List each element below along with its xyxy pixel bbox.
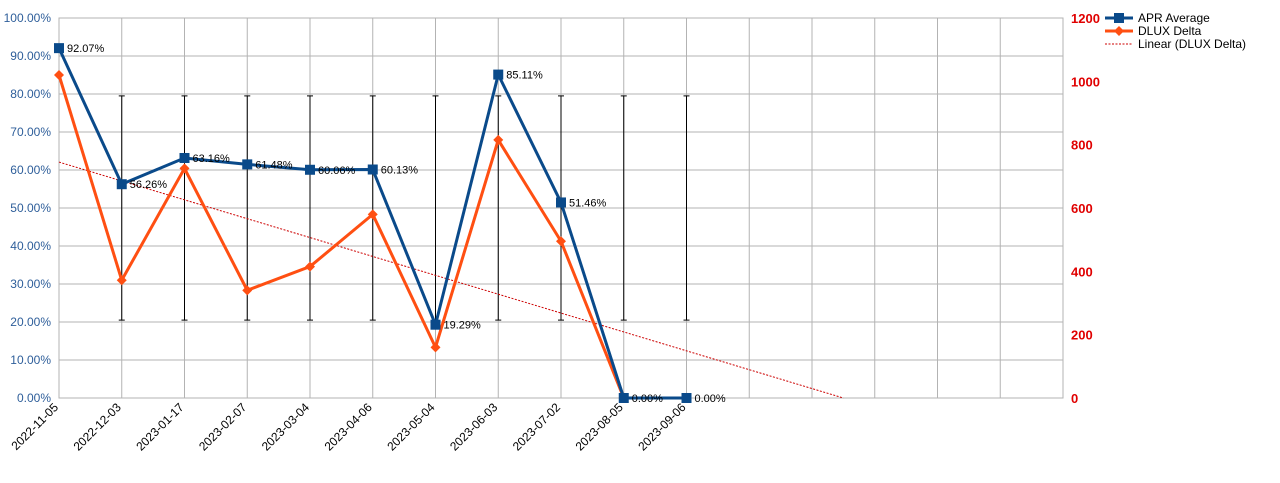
- apr-average-data-label: 60.06%: [318, 165, 356, 177]
- apr-average-data-label: 60.13%: [381, 165, 419, 177]
- legend-label-trendline: Linear (DLUX Delta): [1138, 37, 1246, 51]
- dlux-delta-point: [367, 209, 378, 220]
- dlux-delta-point: [493, 134, 504, 145]
- y-left-tick-label: 0.00%: [17, 391, 51, 405]
- y-left-tick-label: 20.00%: [10, 315, 51, 329]
- y-left-tick-label: 90.00%: [10, 49, 51, 63]
- legend-marker-dlux-delta: [1114, 26, 1124, 36]
- apr-average-data-label: 92.07%: [67, 43, 105, 55]
- x-tick-label: 2022-11-05: [8, 400, 61, 453]
- y-right-tick-label: 200: [1071, 328, 1093, 343]
- y-left-tick-label: 50.00%: [10, 201, 51, 215]
- legend-label-apr-average: APR Average: [1138, 11, 1210, 25]
- apr-average-data-label: 56.26%: [130, 179, 168, 191]
- y-left-tick-label: 100.00%: [4, 11, 52, 25]
- apr-average-point: [681, 393, 692, 403]
- legend-marker-apr-average: [1114, 13, 1124, 23]
- y-right-tick-label: 0: [1071, 391, 1078, 406]
- x-tick-label: 2023-03-04: [259, 400, 313, 454]
- y-left-tick-label: 40.00%: [10, 239, 51, 253]
- y-left-tick-label: 80.00%: [10, 87, 51, 101]
- x-tick-label: 2023-04-06: [322, 400, 376, 454]
- dlux-delta-point: [242, 285, 253, 296]
- x-tick-label: 2023-01-17: [133, 400, 187, 454]
- apr-average-point: [54, 43, 64, 54]
- x-tick-label: 2023-08-05: [573, 400, 627, 454]
- y-left-tick-label: 10.00%: [10, 353, 51, 367]
- x-tick-label: 2022-12-03: [71, 400, 125, 454]
- dlux-delta-point: [179, 163, 190, 174]
- y-left-tick-label: 70.00%: [10, 125, 51, 139]
- y-right-tick-label: 400: [1071, 264, 1093, 279]
- x-tick-label: 2023-05-04: [384, 400, 438, 454]
- apr-average-point: [493, 69, 504, 80]
- x-tick-label: 2023-09-06: [635, 400, 689, 454]
- y-left-tick-label: 30.00%: [10, 277, 51, 291]
- dlux-delta-point: [54, 70, 64, 80]
- apr-average-data-label: 85.11%: [506, 70, 543, 82]
- y-right-tick-label: 1000: [1071, 74, 1100, 89]
- dlux-delta-point: [430, 342, 441, 353]
- legend-label-dlux-delta: DLUX Delta: [1138, 24, 1202, 38]
- apr-average-data-label: 63.16%: [193, 153, 231, 165]
- dlux-delta-point: [556, 236, 566, 247]
- apr-average-point: [556, 197, 566, 208]
- x-tick-label: 2023-06-03: [447, 400, 501, 454]
- apr-average-point: [367, 164, 378, 175]
- apr-average-point: [116, 179, 127, 190]
- dlux-delta-point: [305, 261, 315, 272]
- x-tick-label: 2023-02-07: [196, 400, 250, 454]
- y-left-tick-label: 60.00%: [10, 163, 51, 177]
- apr-average-data-label: 61.48%: [255, 159, 293, 171]
- apr-average-data-label: 19.29%: [444, 320, 482, 332]
- y-right-tick-label: 800: [1071, 138, 1093, 153]
- x-tick-label: 2023-07-02: [510, 400, 564, 454]
- apr-average-data-label: 0.00%: [632, 393, 663, 405]
- apr-average-data-label: 51.46%: [569, 197, 607, 209]
- trendline-dlux-delta: [58, 161, 844, 399]
- apr-average-point: [430, 319, 441, 330]
- y-right-tick-label: 1200: [1071, 11, 1100, 26]
- y-right-tick-label: 600: [1071, 201, 1093, 216]
- apr-average-point: [242, 159, 253, 170]
- apr-average-point: [618, 393, 629, 403]
- dlux-delta-point: [116, 275, 127, 286]
- apr-average-data-label: 0.00%: [695, 393, 726, 405]
- apr-average-point: [305, 164, 315, 175]
- apr-average-point: [179, 152, 190, 163]
